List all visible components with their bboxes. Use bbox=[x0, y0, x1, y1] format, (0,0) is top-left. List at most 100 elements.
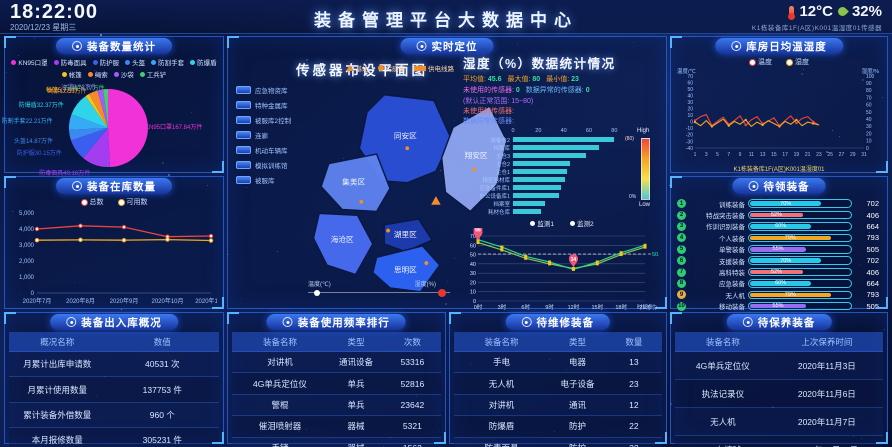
maintain-table: 装备名称 上次保养时间 4G单兵定位仪 2020年11月3日 执法记录仪 2020年11月… bbox=[675, 332, 883, 440]
bar-row: 档案库 bbox=[513, 144, 627, 151]
table-cell: 960 个 bbox=[106, 402, 219, 427]
gradient-max: (80) bbox=[625, 136, 634, 142]
bar-label: 主仓1 bbox=[463, 168, 510, 176]
svg-text:40: 40 bbox=[470, 262, 476, 268]
table-row: 本月报修数量 305231 件 bbox=[9, 428, 219, 447]
legend-item[interactable]: 防爆盾 bbox=[190, 57, 217, 67]
map-layer-button[interactable]: 机动车辆库 bbox=[236, 145, 291, 155]
pickup-value: 406 bbox=[855, 268, 879, 277]
pickup-row: 5 单警装备 55% 505 bbox=[677, 244, 879, 255]
svg-text:3时: 3时 bbox=[498, 303, 507, 311]
svg-text:时间(时): 时间(时) bbox=[637, 303, 657, 311]
column-header: 数量 bbox=[606, 332, 662, 352]
svg-text:60: 60 bbox=[866, 103, 872, 109]
table-cell: 12 bbox=[606, 394, 662, 415]
legend-item[interactable]: 监测2 bbox=[570, 218, 594, 228]
table-cell: 23642 bbox=[384, 394, 440, 415]
legend-item[interactable]: 湿度 bbox=[786, 57, 809, 67]
pickup-name: 训练装备 bbox=[689, 199, 745, 209]
legend-item[interactable]: 温度 bbox=[749, 57, 772, 67]
legend-item[interactable]: KN95口罩 bbox=[11, 57, 47, 67]
map-layer-button[interactable]: 连廊 bbox=[236, 130, 291, 140]
stat-label: 数据异常的传感器: bbox=[526, 87, 586, 94]
map-legend-item: 供电线路 bbox=[414, 63, 454, 73]
map-layer-button[interactable]: 被服库 bbox=[236, 175, 291, 185]
bar-row: 办公设备库1 bbox=[513, 192, 627, 199]
rank-badge: 2 bbox=[677, 211, 686, 220]
legend-item[interactable]: 帐篷 bbox=[62, 69, 82, 79]
legend-label: 沙袋 bbox=[121, 69, 134, 79]
slider-knob-right[interactable] bbox=[438, 289, 446, 297]
legend-item[interactable]: 防毒面具 bbox=[54, 57, 87, 67]
svg-text:2020年11月: 2020年11月 bbox=[195, 297, 217, 305]
pie-slice[interactable] bbox=[108, 89, 148, 167]
sensor-marker bbox=[424, 261, 428, 265]
legend-item[interactable]: 绳索 bbox=[88, 69, 108, 79]
table-cell: 无人机 bbox=[454, 373, 550, 394]
legend-dot bbox=[118, 199, 125, 206]
table-cell: 32 bbox=[606, 437, 662, 447]
legend-item[interactable]: 总数 bbox=[81, 197, 104, 207]
panel-title: 待维修装备 bbox=[537, 315, 595, 330]
pickup-value: 793 bbox=[855, 233, 879, 242]
table-row: 手电 电器 13 bbox=[454, 352, 663, 373]
bar-label: 档案库 bbox=[463, 144, 510, 152]
panel-title: 装备出入库概况 bbox=[81, 315, 162, 330]
table-cell: 40531 次 bbox=[106, 352, 219, 377]
bar-icon bbox=[414, 66, 426, 71]
legend-item[interactable]: 头盔 bbox=[125, 57, 145, 67]
legend-item[interactable]: 沙袋 bbox=[114, 69, 134, 79]
humidity-drop-icon bbox=[836, 5, 849, 18]
dot-icon bbox=[378, 65, 384, 71]
warehouse-line-chart: 温度/℃ 湿度/%706050403020100-10-20-30-4010090… bbox=[675, 67, 881, 159]
legend-item[interactable]: 防割手套 bbox=[151, 57, 184, 67]
map-layer-button[interactable]: 特种金属库 bbox=[236, 100, 291, 110]
bar-row: 精密器材库 bbox=[513, 176, 627, 183]
legend-item[interactable]: 防护服 bbox=[93, 57, 120, 67]
svg-text:2020年7月: 2020年7月 bbox=[23, 297, 52, 305]
svg-text:50.6: 50.6 bbox=[652, 252, 659, 258]
gradient-min: 0% bbox=[629, 194, 636, 200]
rank-badge: 5 bbox=[677, 245, 686, 254]
pickup-value: 664 bbox=[855, 279, 879, 288]
legend-label: 基站 bbox=[356, 63, 369, 73]
center-bottom: 装备使用频率排行 装备名称 类型 次数 对讲机 通讯设备 53316 4G单兵定位仪 单兵 52… bbox=[227, 312, 667, 444]
map-legend: 基站 传感器 供电线路 bbox=[346, 63, 455, 73]
legend-item[interactable]: 工兵铲 bbox=[140, 69, 167, 79]
gradient-high-label: High bbox=[637, 128, 649, 134]
top-bar: 18:22:00 2020/12/23 星期三 装备管理平台大数据中心 12°C… bbox=[0, 0, 892, 34]
column-header: 装备名称 bbox=[675, 332, 771, 352]
legend-label: 总数 bbox=[90, 197, 104, 207]
legend-item[interactable]: 可用数 bbox=[118, 197, 148, 207]
bar-row: 档案室 bbox=[513, 200, 627, 207]
svg-text:5: 5 bbox=[716, 152, 719, 158]
table-row: 累计装备外借数量 960 个 bbox=[9, 402, 219, 427]
pickup-row: 2 特战突击装备 52% 406 bbox=[677, 209, 879, 220]
table-row: 对讲机 通讯设备 53316 bbox=[232, 352, 441, 373]
pickup-progress: 79% bbox=[748, 234, 852, 243]
pickup-progress-fill: 79% bbox=[750, 293, 831, 298]
map-layer-button[interactable]: 应急物资库 bbox=[236, 85, 291, 95]
slider-knob-left[interactable] bbox=[314, 290, 320, 296]
svg-text:10: 10 bbox=[866, 139, 872, 145]
svg-text:11: 11 bbox=[749, 152, 754, 158]
pickup-row: 9 无人机 79% 793 bbox=[677, 289, 879, 300]
table-header-row: 装备名称 类型 次数 bbox=[232, 332, 441, 352]
repair-table: 装备名称类型数量手电电器13无人机电子设备23对讲机通讯12防爆盾防护22防毒面… bbox=[454, 332, 663, 440]
svg-text:15时: 15时 bbox=[591, 303, 603, 311]
table-cell: 器械 bbox=[328, 416, 384, 437]
panel-pickup-header: 待领装备 bbox=[733, 178, 826, 194]
map-layer-button[interactable]: 被服库2控制 bbox=[236, 115, 291, 125]
layer-chip bbox=[236, 146, 251, 154]
bar-label: 装备仓2 bbox=[463, 136, 510, 144]
legend-item[interactable]: 监测1 bbox=[530, 218, 554, 228]
table-row: 无人机 电子设备 23 bbox=[454, 373, 663, 394]
svg-text:15: 15 bbox=[771, 152, 777, 158]
slider-track[interactable] bbox=[308, 292, 450, 293]
pie-icon bbox=[72, 41, 82, 51]
legend-label: 工兵铲 bbox=[147, 69, 167, 79]
bar-row: 应急备件库1 bbox=[513, 184, 627, 191]
pickup-progress: 52% bbox=[748, 211, 852, 220]
map-layer-button[interactable]: 模拟训练馆 bbox=[236, 160, 291, 170]
equip-pie-chart: KN95口罩167.84万件 防毒面具40.16万件 防护服30.15万件 头盔14.… bbox=[9, 82, 219, 176]
